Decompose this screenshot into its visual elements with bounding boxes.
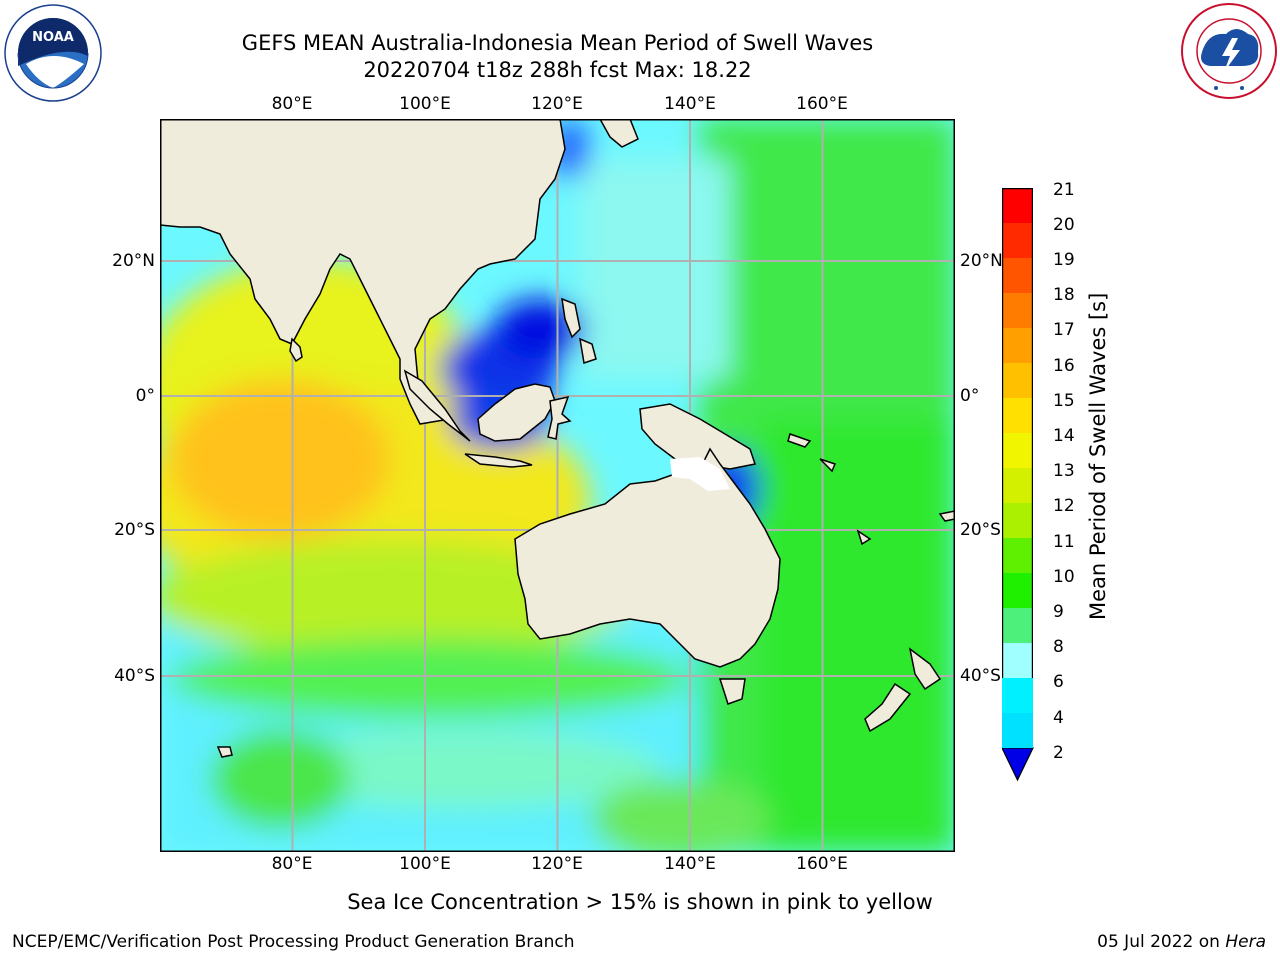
lat-tick-right-20s: 20°S: [960, 520, 1001, 540]
colorbar-tick: 6: [1053, 672, 1064, 692]
landmasses: [159, 118, 956, 758]
chart-subtitle: 20220704 t18z 288h fcst Max: 18.22: [363, 58, 752, 82]
nws-logo: [1180, 2, 1278, 100]
lat-tick-left-20n: 20°N: [112, 251, 155, 271]
colorbar-tick: 12: [1053, 496, 1075, 516]
lon-tick-bottom-120e: 120°E: [531, 854, 583, 874]
colorbar-swatch: [1002, 258, 1033, 293]
lat-tick-left-20s: 20°S: [114, 520, 155, 540]
colorbar-swatch: [1002, 643, 1033, 678]
colorbar-title: Mean Period of Swell Waves [s]: [1086, 292, 1110, 620]
colorbar-swatch: [1002, 608, 1033, 643]
footer-credit: NCEP/EMC/Verification Post Processing Pr…: [12, 932, 575, 952]
swell-period-map: [130, 118, 956, 859]
colorbar-swatch: [1002, 398, 1033, 433]
colorbar-swatch: [1002, 468, 1033, 503]
colorbar-swatch: [1002, 223, 1033, 258]
lat-tick-right-20n: 20°N: [960, 251, 1003, 271]
colorbar-tick: 9: [1053, 602, 1064, 622]
colorbar-swatch: [1002, 538, 1033, 573]
lon-tick-bottom-80e: 80°E: [271, 854, 313, 874]
colorbar-swatch: [1002, 503, 1033, 538]
noaa-logo-icon: NOAA: [4, 4, 102, 102]
colorbar-tick: 11: [1053, 532, 1075, 552]
colorbar-swatch: [1002, 188, 1033, 223]
colorbar-swatch: [1002, 433, 1033, 468]
colorbar-tick: 18: [1053, 285, 1075, 305]
lon-tick-top-140e: 140°E: [664, 94, 716, 114]
colorbar-tick: 20: [1053, 215, 1075, 235]
colorbar-swatch-6-7: [1002, 678, 1033, 713]
colorbar-tick: 16: [1053, 356, 1075, 376]
colorbar-swatch-4-6b: [1002, 713, 1033, 748]
footer-host: Hera: [1225, 932, 1266, 952]
lon-tick-top-80e: 80°E: [271, 94, 313, 114]
lon-tick-top-120e: 120°E: [531, 94, 583, 114]
colorbar-tick: 19: [1053, 250, 1075, 270]
sea-ice-caption: Sea Ice Concentration > 15% is shown in …: [0, 890, 1280, 914]
colorbar-tick: 15: [1053, 391, 1075, 411]
footer-date-text: 05 Jul 2022 on: [1097, 932, 1226, 952]
colorbar-tick: 17: [1053, 320, 1075, 340]
colorbar-swatch: [1002, 293, 1033, 328]
colorbar-tick: 14: [1053, 426, 1075, 446]
sea-ice-caption-text: Sea Ice Concentration > 15% is shown in …: [347, 890, 933, 914]
lat-tick-right-0: 0°: [960, 386, 980, 406]
colorbar-tick: 13: [1053, 461, 1075, 481]
colorbar-under-triangle: [1001, 747, 1034, 782]
lat-tick-right-40s: 40°S: [960, 666, 1001, 686]
lon-tick-bottom-140e: 140°E: [664, 854, 716, 874]
colorbar-tick: 4: [1053, 708, 1064, 728]
lat-tick-left-40s: 40°S: [114, 666, 155, 686]
footer-date: 05 Jul 2022 on Hera: [1097, 932, 1266, 952]
colorbar-swatch: [1002, 363, 1033, 398]
chart-title: GEFS MEAN Australia-Indonesia Mean Perio…: [241, 31, 874, 55]
lat-tick-left-0: 0°: [135, 386, 155, 406]
colorbar-tick: 10: [1053, 567, 1075, 587]
map-panel: [130, 118, 956, 859]
colorbar-tick: 21: [1053, 180, 1075, 200]
lon-tick-bottom-100e: 100°E: [399, 854, 451, 874]
nws-logo-icon: [1181, 3, 1277, 99]
noaa-logo-text: NOAA: [32, 30, 74, 45]
colorbar-tick: 2: [1053, 743, 1064, 763]
lon-tick-bottom-160e: 160°E: [796, 854, 848, 874]
colorbar-tick: 8: [1053, 637, 1064, 657]
colorbar-swatch: [1002, 573, 1033, 608]
colorbar-swatch: [1002, 328, 1033, 363]
lon-tick-top-160e: 160°E: [796, 94, 848, 114]
noaa-logo: NOAA: [4, 4, 102, 102]
lon-tick-top-100e: 100°E: [399, 94, 451, 114]
